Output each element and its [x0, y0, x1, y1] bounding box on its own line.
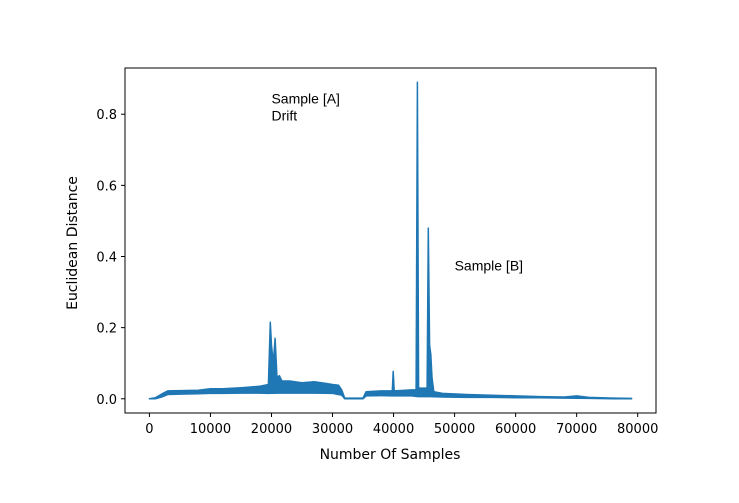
x-tick-label: 10000 — [190, 422, 231, 437]
y-axis-label: Euclidean Distance — [65, 176, 81, 310]
x-tick-label: 60000 — [495, 422, 536, 437]
x-axis: 0 10000 20000 30000 40000 50000 60000 70000 8000… — [145, 413, 658, 437]
plot-frame — [124, 67, 657, 414]
x-axis-label: Number Of Samples — [320, 447, 461, 463]
annotation-text: Sample [A] Drift — [271, 91, 339, 124]
series-line-0 — [148, 81, 633, 400]
x-tick-label: 0 — [145, 422, 153, 437]
x-tick-label: 50000 — [434, 422, 475, 437]
y-tick-label: 0.4 — [96, 251, 117, 266]
x-tick-label: 40000 — [373, 422, 414, 437]
plot-area — [124, 67, 657, 414]
x-tick-label: 30000 — [312, 422, 353, 437]
x-tick-label: 80000 — [617, 422, 658, 437]
annotations: Sample [A] Drift Sample [B] — [271, 91, 523, 274]
x-tick-label: 20000 — [251, 422, 292, 437]
y-tick-label: 0.6 — [96, 179, 117, 194]
x-tick-label: 70000 — [556, 422, 597, 437]
y-tick-label: 0.8 — [96, 108, 117, 123]
y-axis: 0.0 0.2 0.4 0.6 0.8 — [96, 108, 125, 408]
annotation-text: Sample [B] — [455, 258, 523, 274]
y-tick-label: 0.0 — [96, 393, 117, 408]
y-tick-label: 0.2 — [96, 322, 117, 337]
